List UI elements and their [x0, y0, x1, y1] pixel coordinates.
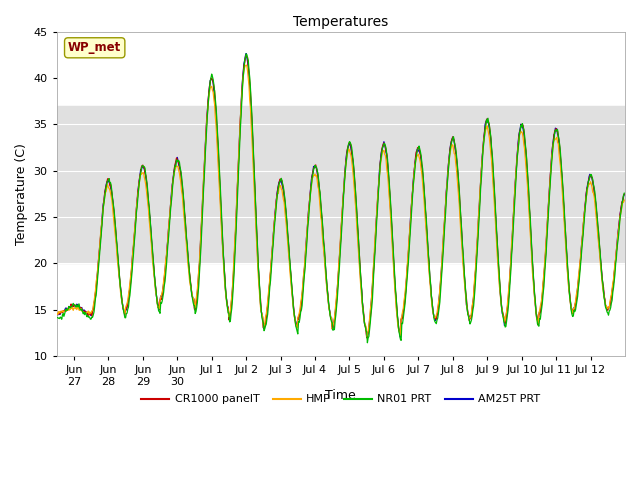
X-axis label: Time: Time [326, 389, 356, 402]
Text: WP_met: WP_met [68, 41, 122, 54]
Legend: CR1000 panelT, HMP, NR01 PRT, AM25T PRT: CR1000 panelT, HMP, NR01 PRT, AM25T PRT [137, 390, 545, 409]
Bar [57, 106, 625, 264]
Title: Temperatures: Temperatures [293, 15, 388, 29]
Y-axis label: Temperature (C): Temperature (C) [15, 143, 28, 245]
